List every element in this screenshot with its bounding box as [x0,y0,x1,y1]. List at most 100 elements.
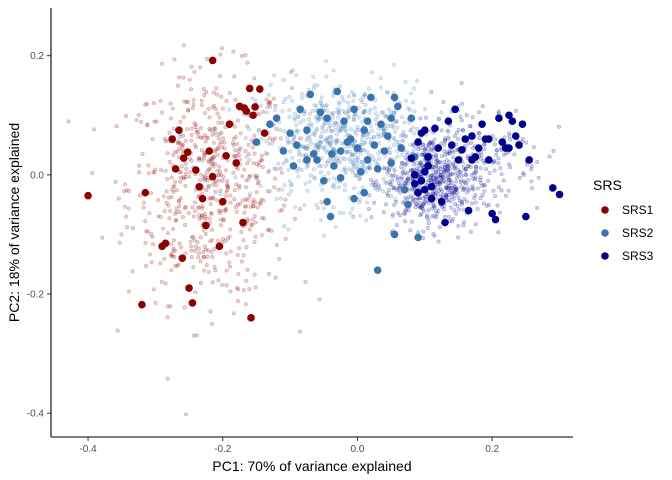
background-point [243,204,248,209]
background-point [200,249,206,255]
background-point [366,132,371,137]
background-point [245,178,250,183]
background-point [209,249,214,254]
background-point [398,133,403,138]
x-tick-label: -0.4 [79,444,97,455]
background-point [381,176,386,181]
background-point [182,205,187,211]
background-point [432,214,437,219]
background-point [433,176,439,181]
data-point-srs2 [309,150,318,158]
background-point [181,176,187,181]
background-point [453,186,458,191]
background-point [368,136,374,141]
background-point [369,153,374,158]
background-point [324,138,329,143]
background-point [350,152,355,157]
background-point [202,151,207,156]
background-point [507,131,512,136]
background-point [421,202,426,207]
background-point [245,197,250,202]
data-point-srs1 [225,120,234,128]
background-point [259,158,264,163]
background-point [311,132,316,137]
background-point [446,192,451,198]
background-point [445,151,450,157]
background-point [359,159,364,164]
background-point [433,153,439,158]
background-point [199,98,204,103]
background-point [412,109,417,114]
background-point [462,197,467,202]
background-point [193,124,198,129]
background-point [506,188,511,193]
background-point [443,138,448,143]
background-point [237,246,242,251]
background-point [452,188,457,194]
background-point [236,152,241,158]
background-point [462,220,467,225]
background-point [232,188,237,193]
background-point [473,222,478,227]
background-point [185,99,191,105]
background-point [396,181,401,186]
background-point [228,200,233,205]
background-point [191,102,196,107]
background-point [329,111,334,116]
background-point [315,148,320,153]
background-point [184,166,189,171]
background-point [210,156,215,161]
background-point [223,238,228,244]
background-point [233,134,239,139]
background-point [130,225,135,231]
background-point [196,134,201,139]
background-point [419,211,424,217]
background-point [183,175,188,180]
background-point [445,174,451,179]
background-point [351,160,356,165]
background-point [474,169,479,174]
background-point [547,154,552,159]
background-point [278,166,283,171]
background-point [171,246,176,251]
background-point [473,200,478,205]
background-point [444,193,449,198]
background-point [389,173,394,178]
background-point [354,173,359,178]
background-point [446,186,451,191]
background-point [437,225,442,230]
background-point [521,172,526,177]
background-point [314,143,319,148]
background-point [386,193,391,198]
background-point [400,171,405,176]
background-point [187,156,192,161]
background-point [213,268,218,273]
background-point [189,87,194,92]
background-point [237,185,242,190]
background-point [445,128,450,133]
background-point [208,196,213,201]
background-point [178,245,183,250]
background-point [222,207,228,212]
background-point [252,272,257,277]
background-point [385,90,390,95]
background-point [446,163,451,168]
background-point [258,201,263,206]
background-point [261,198,266,203]
background-point [189,248,194,253]
background-point [470,186,475,191]
data-point-srs3 [454,156,463,164]
background-point [143,219,148,224]
background-point [418,204,423,209]
background-point [403,79,408,84]
background-point [360,100,365,105]
background-point [221,174,226,180]
background-point [447,180,452,186]
background-point [447,177,452,182]
background-point [153,167,158,172]
background-point [446,171,451,177]
background-point [227,264,233,269]
background-point [360,95,366,100]
background-point [360,185,365,190]
